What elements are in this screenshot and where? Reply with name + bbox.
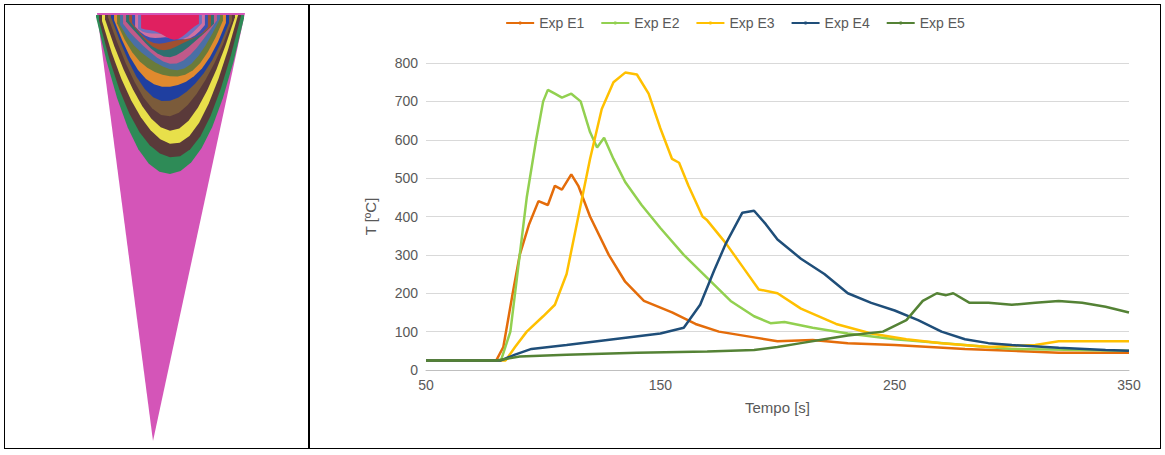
svg-text:Tempo [s]: Tempo [s] xyxy=(745,399,810,416)
svg-text:400: 400 xyxy=(395,209,419,225)
svg-text:T [ºC]: T [ºC] xyxy=(362,198,379,236)
svg-text:150: 150 xyxy=(649,377,673,393)
svg-text:Exp E5: Exp E5 xyxy=(920,15,965,31)
svg-text:800: 800 xyxy=(395,55,419,71)
svg-text:0: 0 xyxy=(410,362,418,378)
svg-text:250: 250 xyxy=(883,377,907,393)
svg-text:500: 500 xyxy=(395,170,419,186)
svg-text:Exp E3: Exp E3 xyxy=(729,15,774,31)
svg-text:300: 300 xyxy=(395,247,419,263)
svg-text:100: 100 xyxy=(395,324,419,340)
svg-text:Exp E1: Exp E1 xyxy=(539,15,584,31)
svg-text:600: 600 xyxy=(395,132,419,148)
svg-text:Exp E2: Exp E2 xyxy=(634,15,679,31)
svg-text:350: 350 xyxy=(1117,377,1141,393)
svg-text:Exp E4: Exp E4 xyxy=(825,15,870,31)
svg-text:200: 200 xyxy=(395,285,419,301)
svg-text:700: 700 xyxy=(395,93,419,109)
svg-text:50: 50 xyxy=(418,377,434,393)
